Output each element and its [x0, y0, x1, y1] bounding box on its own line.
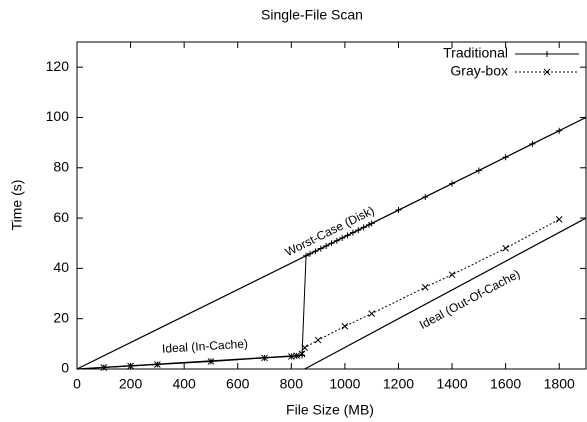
plot-frame — [76, 41, 587, 370]
legend-marker — [543, 68, 551, 76]
series-line — [103, 218, 560, 368]
data-point — [366, 221, 373, 228]
y-tick-label: 60 — [53, 209, 69, 225]
data-point — [555, 215, 563, 223]
x-tick-label: 600 — [226, 376, 250, 392]
data-point — [368, 220, 375, 227]
data-point — [301, 344, 309, 351]
data-point — [154, 361, 161, 368]
data-point — [328, 240, 335, 247]
chart-title: Single-File Scan — [261, 7, 363, 23]
data-point — [355, 227, 362, 234]
x-axis-label: File Size (MB) — [286, 402, 374, 418]
data-point — [556, 127, 563, 134]
y-tick-label: 40 — [53, 259, 69, 275]
x-tick-label: 1600 — [490, 376, 521, 392]
data-point — [100, 364, 108, 371]
x-tick-label: 1800 — [544, 376, 575, 392]
data-point — [207, 358, 215, 365]
data-point — [261, 354, 268, 362]
x-tick-label: 1200 — [383, 376, 414, 392]
data-point — [502, 154, 509, 161]
data-point — [475, 167, 482, 174]
x-tick-label: 400 — [172, 376, 196, 392]
data-point — [449, 180, 456, 187]
x-tick-label: 1400 — [436, 376, 467, 392]
series-line — [103, 130, 560, 368]
data-point — [344, 232, 351, 239]
data-point — [339, 234, 346, 241]
y-tick-label: 0 — [61, 360, 69, 376]
reference-label: Worst-Case (Disk) — [283, 203, 377, 259]
y-tick-label: 20 — [53, 309, 69, 325]
y-tick-label: 80 — [53, 158, 69, 174]
legend-label: Gray-box — [450, 63, 508, 79]
data-point — [422, 193, 429, 200]
x-tick-label: 1000 — [329, 376, 360, 392]
legend-label: Traditional — [443, 45, 508, 61]
data-point — [360, 224, 367, 231]
reference-line — [304, 217, 587, 370]
data-point — [312, 248, 319, 255]
x-tick-label: 200 — [119, 376, 143, 392]
data-point — [448, 271, 456, 279]
data-point — [529, 140, 536, 147]
data-point — [303, 252, 310, 259]
data-point — [421, 283, 429, 291]
legend-marker — [544, 51, 550, 57]
y-tick-label: 100 — [46, 108, 70, 124]
data-point — [323, 242, 330, 249]
data-point — [349, 229, 356, 236]
data-point — [333, 237, 340, 244]
reference-label: Ideal (In-Cache) — [162, 337, 249, 356]
x-tick-label: 0 — [73, 376, 81, 392]
data-point — [317, 245, 324, 252]
y-axis-label: Time (s) — [9, 180, 25, 231]
data-point — [298, 350, 306, 358]
data-point — [368, 310, 376, 318]
data-point — [307, 250, 314, 257]
y-tick-label: 120 — [46, 58, 70, 74]
data-point — [127, 362, 134, 370]
reference-label: Ideal (Out-Of-Cache) — [417, 267, 522, 332]
data-point — [502, 244, 509, 252]
data-point — [287, 353, 295, 360]
data-point — [314, 336, 322, 344]
x-tick-label: 800 — [280, 376, 304, 392]
data-point — [395, 207, 402, 214]
data-point — [341, 322, 349, 330]
data-point — [293, 352, 301, 360]
